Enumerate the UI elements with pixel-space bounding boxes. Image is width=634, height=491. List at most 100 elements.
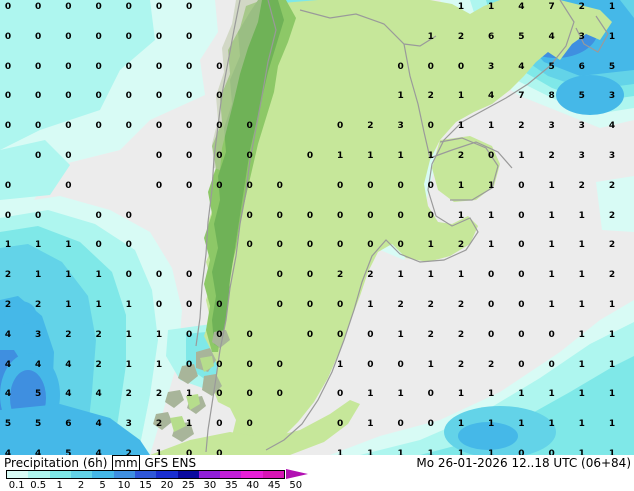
precip-value-cell: 0	[4, 2, 12, 12]
product-model: GFS ENS	[144, 456, 197, 470]
precip-value-cell: 2	[548, 151, 555, 161]
precip-value-cell: 0	[216, 151, 223, 161]
colorbar-tick-labels: 0.1 0.5 1 2 5 10 15 20 25 30 35 40 45 50	[6, 480, 306, 491]
precip-value-cell: 0	[65, 2, 72, 12]
precip-value-cell: 4	[95, 449, 102, 456]
precip-value-cell: 0	[337, 300, 344, 310]
precip-value-cell: 0	[186, 151, 193, 161]
precip-value-cell: 4	[65, 359, 72, 370]
colorbar-swatch-7	[156, 471, 178, 478]
precip-value-cell: 0	[246, 240, 253, 251]
precip-value-cell: 0	[397, 180, 404, 191]
precip-value-cell: 0	[95, 61, 102, 72]
precip-value-cell: 1	[427, 449, 434, 456]
precip-value-cell: 4	[548, 31, 555, 42]
precip-value-cell: 5	[35, 389, 42, 400]
precip-value-cell: 3	[608, 151, 616, 161]
precip-value-cell: 0	[367, 180, 374, 191]
precip-value-cell: 0	[35, 121, 42, 132]
precip-value-cell: 0	[246, 121, 253, 132]
legend-footer: Precipitation (6h) mm GFS ENS Mo 26-01-2…	[0, 455, 634, 491]
precip-value-cell: 1	[95, 300, 102, 310]
precipitation-map[interactable]: 0 0 0 0 0 0 0 1 1 4 7 2 1 0 0 0 0 0 0 0 1 2 6 5 4 3 1 0 0 0 0 0 0 0 0 0 0 0 3 4…	[0, 0, 634, 455]
precip-value-cell: 0	[65, 121, 72, 132]
colorbar-swatch-12	[262, 471, 285, 478]
precip-value-cell: 0	[35, 31, 42, 42]
precip-value-cell: 0	[95, 91, 102, 102]
precip-value-cell: 2	[125, 449, 132, 456]
precip-value-cell: 1	[518, 389, 525, 400]
precip-value-cell: 0	[65, 180, 72, 191]
precip-value-cell: 7	[548, 2, 555, 12]
colorbar-tick-15: 15	[139, 480, 152, 491]
colorbar-swatch-9	[198, 471, 221, 478]
precip-value-cell: 3	[578, 31, 585, 42]
precip-value-cell: 1	[155, 449, 163, 456]
precip-value-cell: 0	[337, 180, 344, 191]
precip-value-cell: 4	[518, 61, 525, 72]
precip-value-cell: 4	[4, 449, 12, 456]
precip-value-cell: 5	[578, 91, 585, 102]
precip-value-cell: 1	[367, 449, 374, 456]
precip-value-cell: 0	[155, 121, 163, 132]
precip-value-cell: 0	[276, 270, 283, 281]
precip-value-cell: 3	[125, 419, 132, 430]
precip-value-cell: 0	[125, 240, 132, 251]
precip-value-cell: 1	[548, 270, 555, 281]
precip-value-cell: 2	[457, 31, 465, 42]
precip-value-cell: 1	[397, 270, 404, 281]
precip-value-cell: 0	[186, 180, 193, 191]
colorbar[interactable]: 0.1 0.5 1 2 5 10 15 20 25 30 35 40 45 50	[6, 469, 308, 491]
precip-value-cell: 0	[488, 270, 495, 281]
precip-value-cell: 1	[65, 270, 72, 281]
precip-value-cell: 0	[306, 270, 314, 281]
precip-value-cell: 1	[65, 300, 72, 310]
precip-value-cell: 2	[367, 270, 374, 281]
precip-value-cell: 1	[367, 389, 374, 400]
precip-value-cell: 4	[4, 359, 12, 370]
precip-value-cell: 0	[306, 300, 314, 310]
precip-value-cell: 2	[578, 2, 585, 12]
precip-value-cell: 0	[518, 240, 525, 251]
precip-value-cell: 1	[457, 210, 465, 221]
precip-value-cell: 3	[608, 91, 616, 102]
precip-value-cell: 1	[548, 240, 555, 251]
precip-value-cell: 1	[65, 240, 72, 251]
precip-value-cell: 1	[397, 389, 404, 400]
precip-value-cell: 5	[518, 31, 525, 42]
precip-value-cell: 1	[397, 91, 404, 102]
precip-value-cell: 0	[518, 449, 525, 456]
precip-value-cell: 1	[548, 300, 555, 310]
precip-value-grid: 0 0 0 0 0 0 0 1 1 4 7 2 1 0 0 0 0 0 0 0 1 2 6 5 4 3 1 0 0 0 0 0 0 0 0 0 0 0 3 4…	[4, 2, 616, 456]
precip-value-cell: 1	[488, 2, 495, 12]
precip-value-cell: 5	[4, 419, 12, 430]
precip-value-cell: 1	[578, 270, 585, 281]
precip-value-cell: 2	[95, 359, 102, 370]
precip-value-cell: 0	[306, 329, 314, 340]
precip-value-cell: 3	[35, 329, 42, 340]
precip-value-cell: 1	[488, 419, 495, 430]
precip-value-cell: 1	[35, 270, 42, 281]
precip-value-cell: 1	[427, 151, 434, 161]
precip-value-cell: 4	[4, 389, 12, 400]
precip-value-cell: 1	[578, 419, 585, 430]
precip-value-cell: 0	[488, 300, 495, 310]
precip-value-cell: 2	[457, 329, 465, 340]
precip-value-cell: 1	[35, 240, 42, 251]
precip-value-cell: 1	[488, 240, 495, 251]
precip-value-cell: 0	[427, 180, 434, 191]
precip-value-cell: 1	[548, 210, 555, 221]
precip-value-cell: 0	[155, 61, 163, 72]
colorbar-swatches	[6, 470, 285, 479]
precip-value-cell: 4	[4, 329, 12, 340]
precip-value-cell: 4	[608, 121, 616, 132]
precip-value-cell: 1	[608, 300, 616, 310]
precip-value-cell: 2	[608, 240, 616, 251]
precip-value-cell: 0	[125, 270, 132, 281]
precip-value-cell: 0	[95, 2, 102, 12]
precip-value-cell: 1	[608, 31, 616, 42]
precip-value-cell: 2	[155, 389, 163, 400]
precip-value-cell: 0	[397, 419, 404, 430]
precip-value-cell: 0	[95, 31, 102, 42]
precip-value-cell: 0	[306, 240, 314, 251]
